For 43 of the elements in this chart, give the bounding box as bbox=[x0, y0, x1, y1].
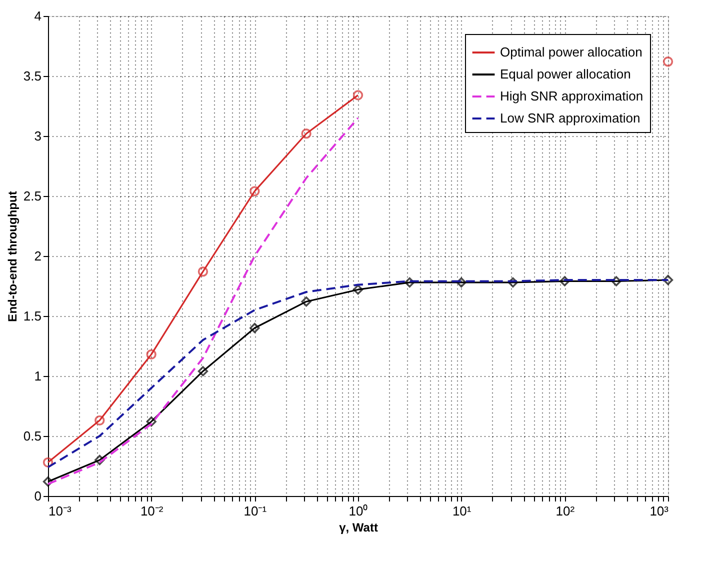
point bbox=[250, 322, 260, 334]
point bbox=[508, 277, 518, 288]
point bbox=[42, 476, 54, 487]
legend-label: Equal power allocation bbox=[500, 66, 631, 82]
x-tick-label: 10² bbox=[556, 504, 576, 518]
x-tick-label: 10⁻³ bbox=[48, 504, 72, 518]
y-axis-title: End-to-end throughput bbox=[5, 191, 20, 322]
y-tick-label: 1.5 bbox=[23, 308, 42, 324]
y-tick-label: 2 bbox=[34, 248, 42, 264]
y-tick-label: 3.5 bbox=[23, 68, 42, 84]
point bbox=[250, 186, 260, 196]
point bbox=[662, 56, 674, 67]
x-tick-label: 10³ bbox=[650, 504, 670, 518]
x-tick-label: 10⁻¹ bbox=[244, 504, 268, 518]
y-tick-label: 0 bbox=[34, 488, 42, 504]
legend-label: High SNR approximation bbox=[500, 88, 644, 104]
point bbox=[352, 90, 364, 100]
x-tick-label: 10⁰ bbox=[348, 504, 368, 518]
y-tick-label: 0.5 bbox=[23, 428, 42, 444]
point bbox=[560, 276, 570, 286]
point bbox=[94, 454, 105, 466]
point bbox=[198, 366, 208, 376]
point bbox=[301, 128, 312, 139]
point bbox=[456, 277, 466, 288]
point bbox=[352, 284, 364, 295]
point bbox=[94, 415, 105, 426]
y-tick-label: 2.5 bbox=[23, 188, 42, 204]
legend-label: Low SNR approximation bbox=[500, 110, 640, 126]
y-tick-label: 4 bbox=[34, 8, 42, 24]
point bbox=[404, 277, 415, 288]
x-tick-label: 10⁻² bbox=[140, 504, 164, 518]
legend-label: Optimal power allocation bbox=[500, 44, 642, 60]
point bbox=[301, 296, 312, 307]
x-tick-label: 10¹ bbox=[452, 504, 472, 518]
point bbox=[611, 276, 622, 286]
point bbox=[662, 274, 674, 286]
point bbox=[198, 266, 208, 277]
point bbox=[42, 457, 54, 468]
y-tick-label: 1 bbox=[34, 368, 42, 384]
point bbox=[146, 349, 156, 360]
x-axis-title: γ, Watt bbox=[339, 520, 378, 534]
y-tick-label: 3 bbox=[34, 128, 42, 144]
point bbox=[146, 416, 156, 427]
